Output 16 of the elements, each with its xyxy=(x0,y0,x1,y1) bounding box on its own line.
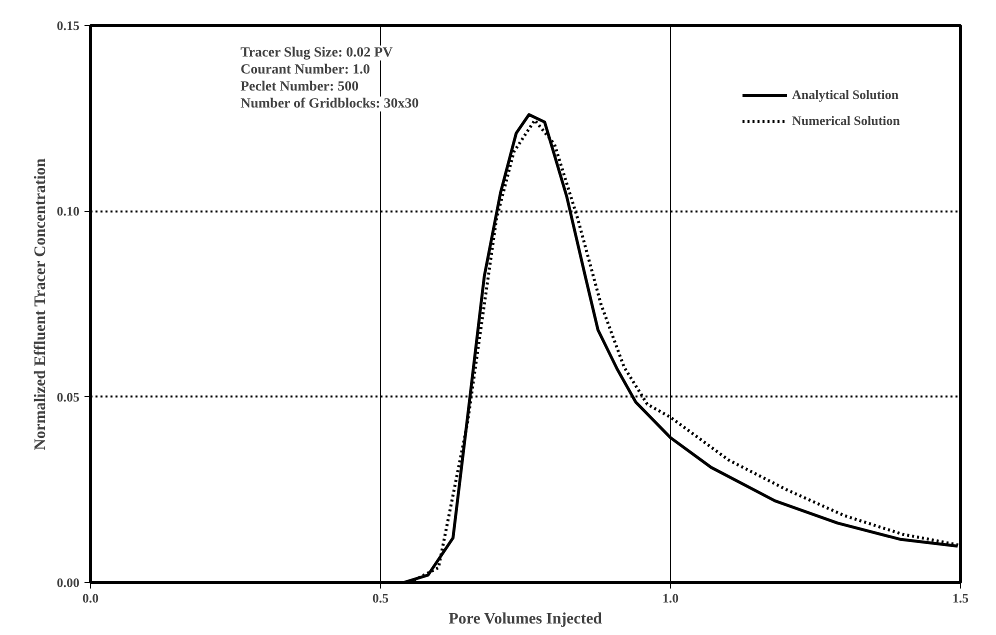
x-tick-label: 0.0 xyxy=(82,590,99,606)
x-tick-label: 0.5 xyxy=(372,590,390,606)
annotation: Peclet Number: 500 xyxy=(240,80,359,94)
x-tick-label: 1.0 xyxy=(662,590,679,606)
annotation: Tracer Slug Size: 0.02 PV xyxy=(240,46,393,60)
y-tick-label: 0.05 xyxy=(56,389,80,404)
annotation: Courant Number: 1.0 xyxy=(240,62,370,78)
x-axis-title: Pore Volumes Injected xyxy=(448,610,602,628)
legend-label: Analytical Solution xyxy=(792,87,899,103)
y-tick-label: 0.15 xyxy=(56,18,80,33)
y-tick-label: 0.00 xyxy=(56,575,80,590)
y-axis-title: Normalized Effluent Tracer Concentration xyxy=(32,158,49,450)
y-tick-label: 0.10 xyxy=(56,204,80,219)
x-tick-label: 1.5 xyxy=(952,590,970,606)
annotation: Number of Gridblocks: 30x30 xyxy=(240,96,419,112)
legend-label: Numerical Solution xyxy=(792,113,900,129)
